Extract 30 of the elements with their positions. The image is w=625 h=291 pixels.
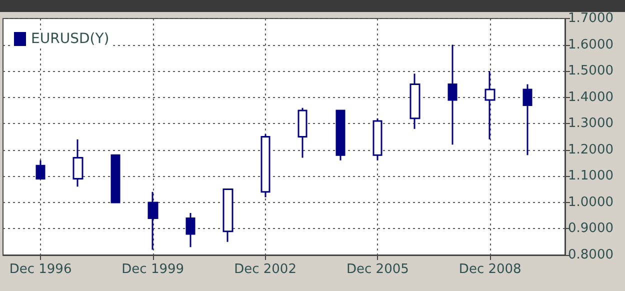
y-tick-label: 1.3000 <box>568 116 614 132</box>
candlestick <box>298 107 308 159</box>
candlestick <box>336 110 346 162</box>
candlestick <box>484 70 496 140</box>
x-tick-label: Dec 2005 <box>346 262 409 277</box>
y-tick-label: 1.4000 <box>568 90 614 105</box>
candlestick <box>448 44 458 146</box>
y-tick-label: 1.5000 <box>568 64 614 79</box>
x-tick-label: Dec 1996 <box>9 262 72 277</box>
legend-label: EURUSD(Y) <box>31 31 110 47</box>
y-tick-label: 0.8000 <box>568 248 614 262</box>
y-tick-label: 0.9000 <box>568 221 614 236</box>
y-tick-label: 1.6000 <box>568 37 614 52</box>
y-tick-label: 1.1000 <box>568 168 614 184</box>
candlestick <box>72 138 84 188</box>
x-tick-label: Dec 2008 <box>458 262 522 277</box>
candlestick <box>110 154 120 204</box>
y-tick-label: 1.7000 <box>568 11 614 26</box>
x-tick-label: Dec 1999 <box>122 262 184 277</box>
candlestick <box>222 188 234 243</box>
x-tick-label: Dec 2002 <box>234 262 296 277</box>
candlestick <box>260 133 270 198</box>
candlestick <box>522 83 532 156</box>
candlestick <box>410 72 420 130</box>
y-tick-label: 1.2000 <box>568 142 614 158</box>
candlestick <box>372 118 382 162</box>
candlestick <box>148 191 158 250</box>
y-tick-label: 1.0000 <box>568 194 614 210</box>
candlestick <box>186 212 196 248</box>
candlestick <box>36 160 46 180</box>
